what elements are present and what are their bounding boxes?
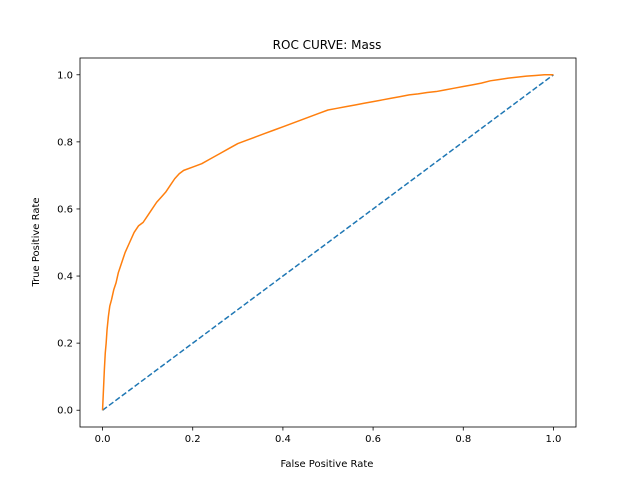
y-axis: 0.0 0.2 0.4 0.6 0.8 1.0 bbox=[57, 70, 80, 417]
x-axis-label: False Positive Rate bbox=[281, 459, 374, 470]
y-axis-label: True Positive Rate bbox=[31, 197, 42, 287]
x-tick-label: 0.0 bbox=[95, 434, 111, 445]
x-tick-label: 0.6 bbox=[365, 434, 381, 445]
x-tick-label: 0.2 bbox=[185, 434, 201, 445]
y-tick-label: 1.0 bbox=[57, 70, 73, 81]
y-tick-label: 0.8 bbox=[57, 137, 73, 148]
y-tick-label: 0.6 bbox=[57, 204, 73, 215]
x-tick-label: 0.4 bbox=[275, 434, 291, 445]
y-tick-label: 0.4 bbox=[57, 272, 73, 283]
x-axis: 0.0 0.2 0.4 0.6 0.8 1.0 bbox=[95, 427, 562, 445]
roc-curve-line bbox=[101, 74, 554, 411]
chart-title: ROC CURVE: Mass bbox=[273, 38, 382, 52]
x-tick-label: 0.8 bbox=[455, 434, 471, 445]
plot-area bbox=[101, 74, 554, 411]
axes-frame bbox=[79, 57, 577, 428]
chance-line bbox=[102, 74, 554, 411]
x-tick-label: 1.0 bbox=[546, 434, 562, 445]
y-tick-label: 0.2 bbox=[57, 339, 73, 350]
y-tick-label: 0.0 bbox=[57, 406, 73, 417]
